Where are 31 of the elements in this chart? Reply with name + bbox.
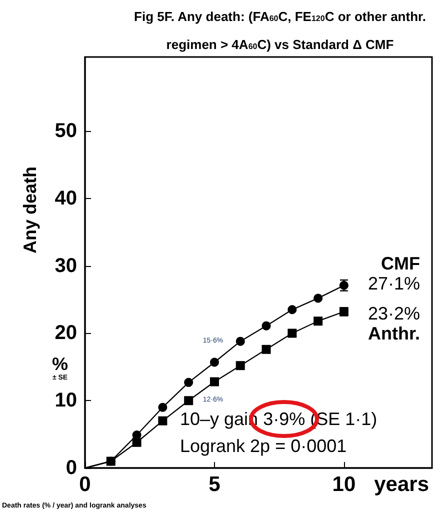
y-axis-title: Any death [20, 166, 40, 254]
annotation: Logrank 2p = 0·0001 [180, 436, 347, 456]
y-tick-label: 0 [66, 457, 77, 479]
point [184, 378, 194, 387]
point [288, 328, 297, 338]
x-tick-label: 5 [208, 473, 221, 496]
y-tick-label: 20 [54, 322, 77, 344]
data-label: 23·2% [368, 304, 420, 324]
series-label: Anthr. [368, 324, 420, 344]
y-tick-label: 50 [54, 120, 77, 142]
x-tick-label: 0 [79, 473, 91, 496]
series-label: CMF [381, 253, 420, 274]
point [184, 396, 194, 406]
point [210, 358, 219, 367]
x-axis-title: years [374, 473, 429, 496]
point [314, 294, 323, 303]
x-tick-label: 10 [332, 473, 356, 496]
point [158, 416, 168, 426]
data-label: 27·1% [368, 273, 420, 294]
point [314, 316, 323, 326]
point [158, 402, 168, 412]
text: % [52, 354, 68, 374]
point [288, 305, 297, 314]
y-tick-label: 40 [54, 187, 77, 210]
point [262, 321, 271, 330]
point [210, 377, 219, 386]
y-tick-label: 10 [54, 390, 77, 412]
point [236, 336, 245, 346]
point [262, 344, 271, 354]
point [236, 361, 245, 370]
y-tick-label: 30 [54, 254, 77, 277]
